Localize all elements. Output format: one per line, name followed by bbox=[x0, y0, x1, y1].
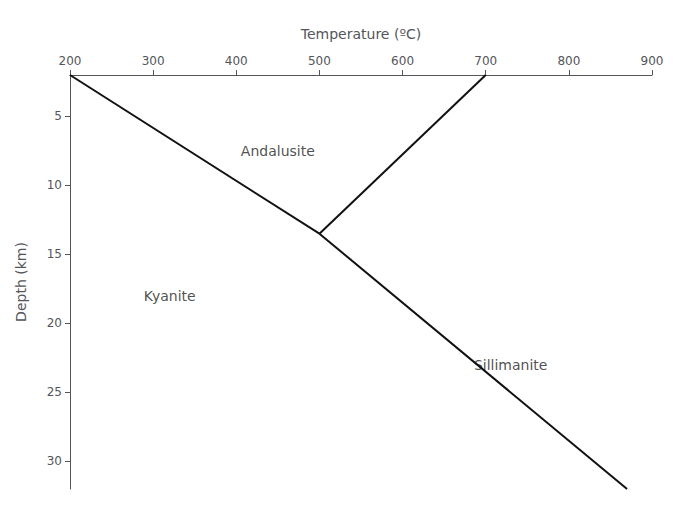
svg-text:Andalusite: Andalusite bbox=[241, 143, 315, 159]
svg-text:Kyanite: Kyanite bbox=[144, 288, 196, 304]
svg-text:400: 400 bbox=[225, 54, 248, 68]
svg-text:20: 20 bbox=[47, 316, 62, 330]
svg-text:500: 500 bbox=[308, 54, 331, 68]
svg-text:10: 10 bbox=[47, 178, 62, 192]
svg-text:Depth (km): Depth (km) bbox=[13, 242, 29, 322]
svg-text:Sillimanite: Sillimanite bbox=[473, 356, 548, 373]
svg-text:5: 5 bbox=[54, 109, 62, 123]
svg-text:300: 300 bbox=[142, 54, 165, 68]
svg-text:200: 200 bbox=[59, 54, 82, 68]
svg-text:Temperature (ºC): Temperature (ºC) bbox=[300, 26, 421, 42]
svg-text:600: 600 bbox=[391, 54, 414, 68]
svg-text:800: 800 bbox=[557, 54, 580, 68]
svg-text:30: 30 bbox=[47, 454, 62, 468]
svg-text:700: 700 bbox=[474, 54, 497, 68]
svg-text:25: 25 bbox=[47, 385, 62, 399]
svg-text:15: 15 bbox=[47, 247, 62, 261]
svg-text:900: 900 bbox=[641, 54, 664, 68]
